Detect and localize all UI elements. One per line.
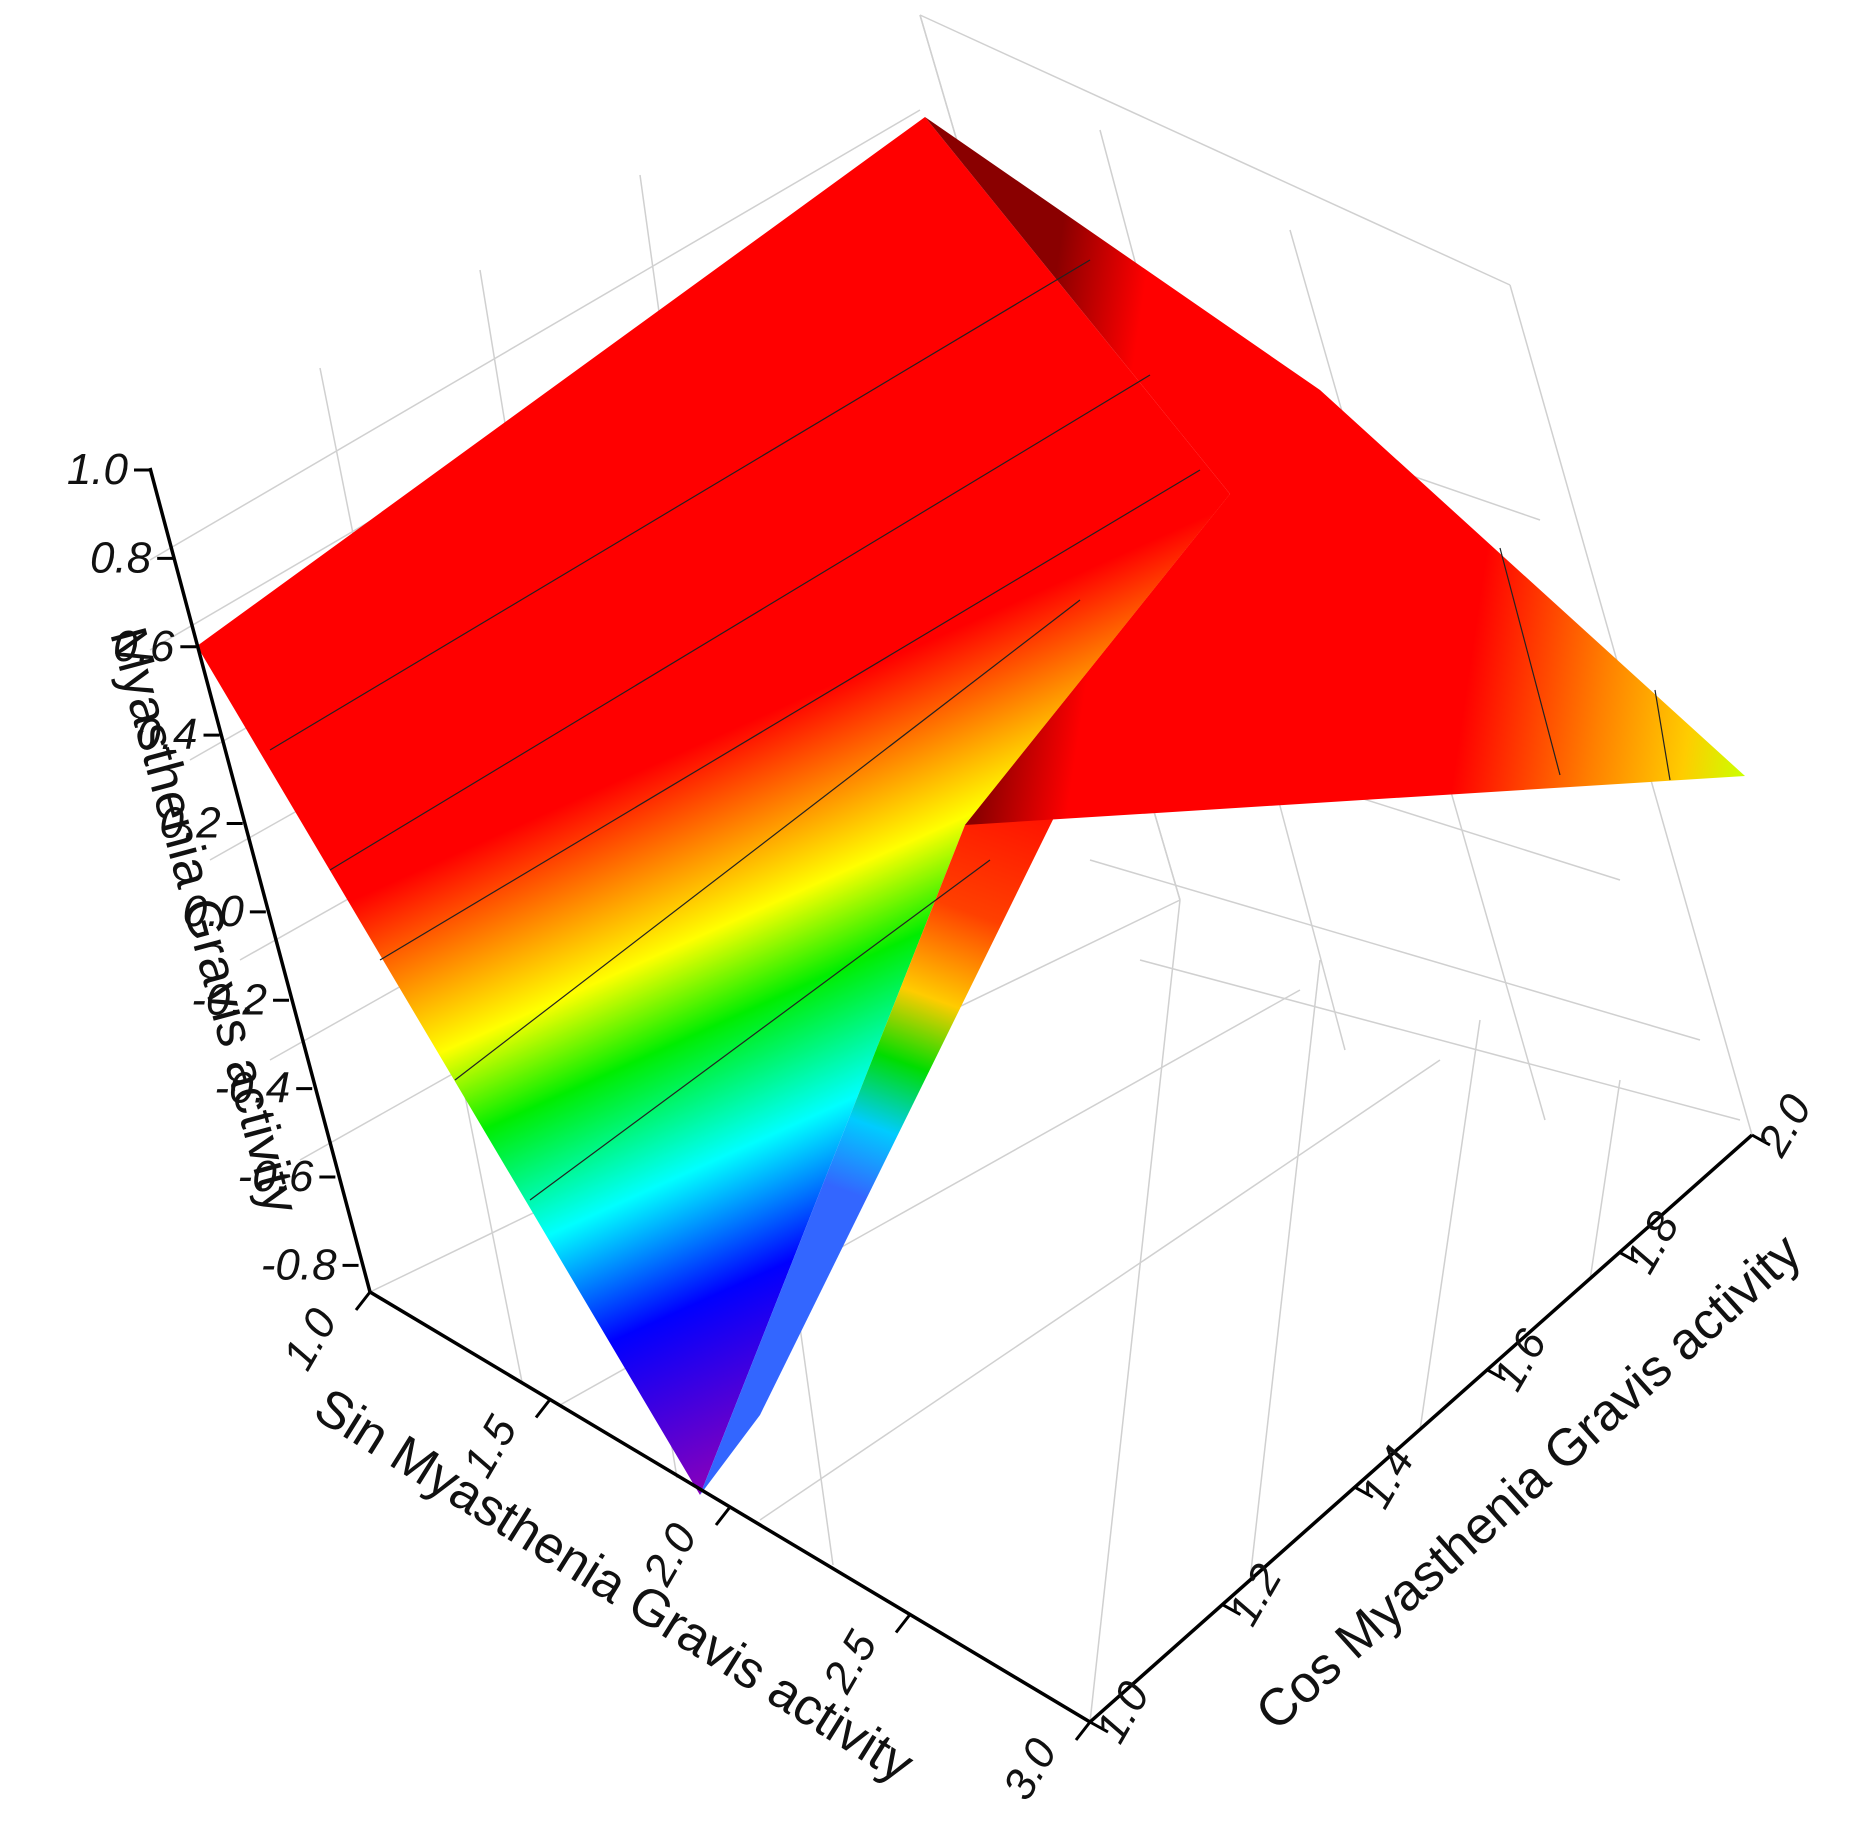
surface-face-wall <box>700 785 1070 1495</box>
y-tick-mark <box>1486 1368 1506 1382</box>
y-tick-label: 1.6 <box>1483 1321 1556 1399</box>
x-tick-label: 3.0 <box>994 1730 1067 1808</box>
surface-face-main <box>197 117 1230 1495</box>
z-tick-label: 0.6 <box>113 622 175 671</box>
z-tick-label: 0.4 <box>136 710 197 759</box>
y-tick-mark <box>1751 1133 1771 1147</box>
grid-line <box>1089 859 1701 1041</box>
z-axis-ticks: 1.0 0.8 0.6 0.4 0.2 0.0 -0.2 -0.4 -0.6 -0.8 <box>67 445 359 1289</box>
y-tick-mark <box>1221 1603 1242 1616</box>
y-tick-mark <box>1354 1485 1374 1499</box>
grid-line <box>1139 959 1741 1121</box>
z-tick-label: -0.8 <box>261 1240 337 1289</box>
z-tick-label: 0.8 <box>90 533 152 582</box>
x-tick-mark <box>354 1291 372 1311</box>
surface <box>197 117 1745 1495</box>
grid-line <box>1249 959 1321 1581</box>
contour-lines <box>269 259 1671 1201</box>
y-tick-mark <box>1089 1720 1109 1734</box>
y-tick-mark <box>1618 1251 1639 1264</box>
z-tick-label: -0.2 <box>191 975 267 1024</box>
y-axis-ticks: 1.0 1.2 1.4 1.6 1.8 2.0 <box>1086 1086 1821 1751</box>
y-tick-label: 1.4 <box>1351 1439 1424 1516</box>
x-tick-mark <box>714 1506 732 1526</box>
z-tick-label: 0.2 <box>160 799 221 848</box>
y-axis-title: Cos Myasthenia Gravis activity <box>1245 1223 1812 1742</box>
z-tick-label: 0.0 <box>183 887 245 936</box>
x-tick-mark <box>534 1398 552 1419</box>
x-tick-mark <box>894 1613 912 1634</box>
y-tick-label: 1.8 <box>1616 1203 1689 1281</box>
grid-line <box>759 1059 1441 1521</box>
grid-line <box>1419 1019 1481 1431</box>
z-tick-label: -0.4 <box>214 1064 290 1113</box>
grid-line <box>1089 899 1181 1723</box>
grid-line <box>149 109 921 561</box>
x-tick-label: 1.0 <box>274 1300 347 1378</box>
surface-face-right <box>925 117 1745 825</box>
grid-line <box>1589 1079 1621 1281</box>
grid-line <box>919 14 1511 286</box>
z-tick-label: -0.6 <box>238 1152 314 1201</box>
y-tick-label: 1.2 <box>1219 1556 1292 1633</box>
y-tick-label: 1.0 <box>1086 1673 1159 1751</box>
x-tick-mark <box>1074 1721 1092 1741</box>
y-tick-label: 2.0 <box>1748 1086 1822 1165</box>
z-tick-label: 1.0 <box>67 445 129 494</box>
